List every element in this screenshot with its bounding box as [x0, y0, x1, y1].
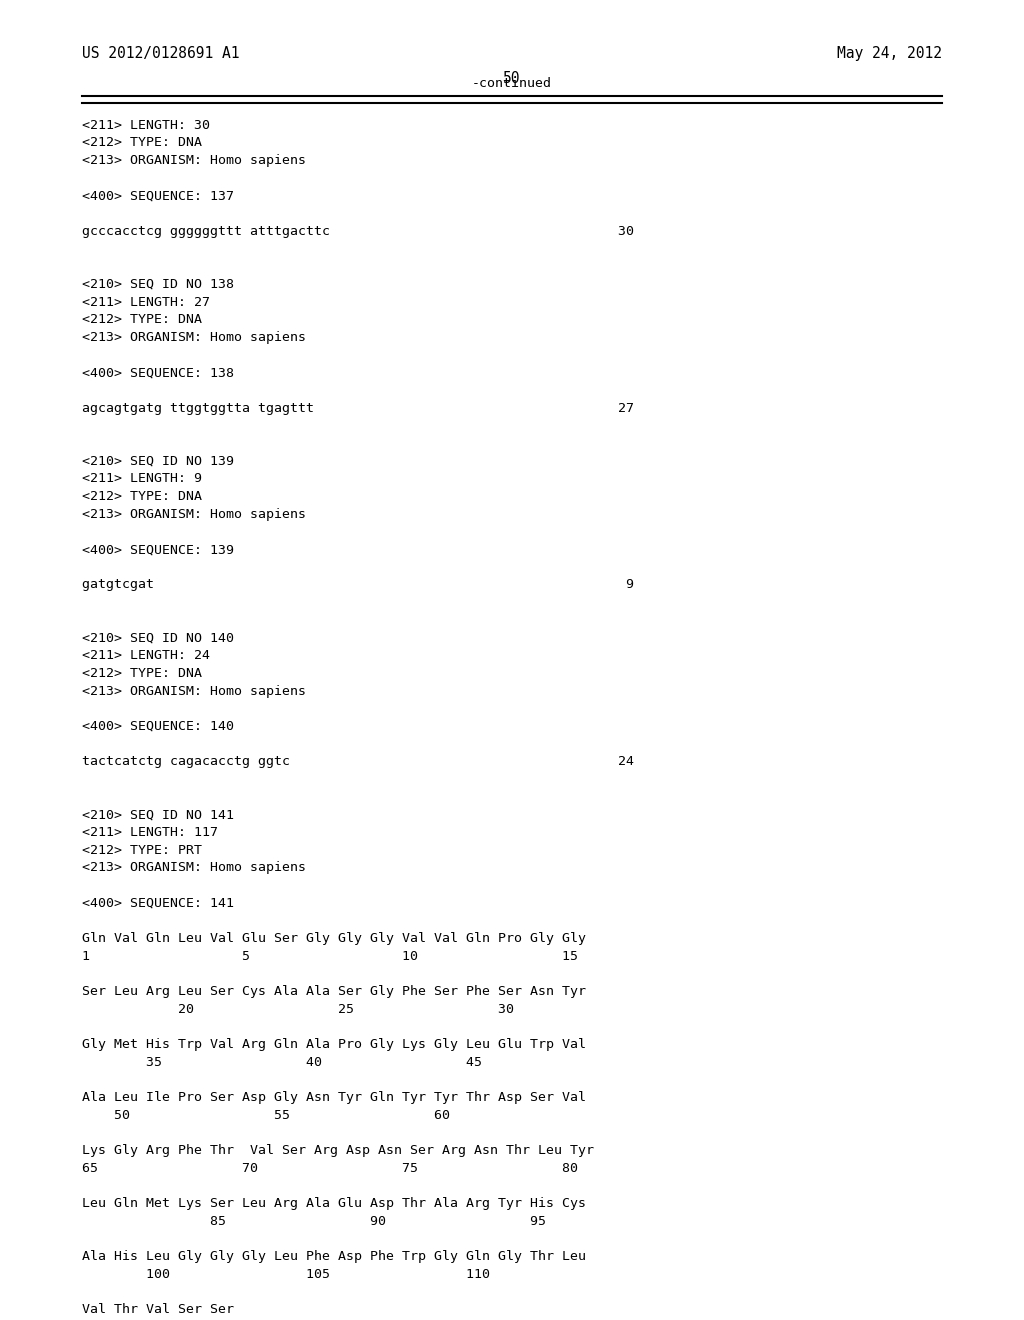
Text: -continued: -continued — [472, 77, 552, 90]
Text: <212> TYPE: DNA: <212> TYPE: DNA — [82, 313, 202, 326]
Text: <212> TYPE: DNA: <212> TYPE: DNA — [82, 667, 202, 680]
Text: <212> TYPE: DNA: <212> TYPE: DNA — [82, 490, 202, 503]
Text: <400> SEQUENCE: 138: <400> SEQUENCE: 138 — [82, 366, 233, 379]
Text: tactcatctg cagacacctg ggtc                                         24: tactcatctg cagacacctg ggtc 24 — [82, 755, 634, 768]
Text: <400> SEQUENCE: 141: <400> SEQUENCE: 141 — [82, 896, 233, 909]
Text: <211> LENGTH: 9: <211> LENGTH: 9 — [82, 473, 202, 486]
Text: <213> ORGANISM: Homo sapiens: <213> ORGANISM: Homo sapiens — [82, 685, 306, 697]
Text: <211> LENGTH: 30: <211> LENGTH: 30 — [82, 119, 210, 132]
Text: 20                  25                  30: 20 25 30 — [82, 1003, 514, 1016]
Text: May 24, 2012: May 24, 2012 — [837, 46, 942, 61]
Text: <213> ORGANISM: Homo sapiens: <213> ORGANISM: Homo sapiens — [82, 862, 306, 874]
Text: <210> SEQ ID NO 141: <210> SEQ ID NO 141 — [82, 808, 233, 821]
Text: <212> TYPE: PRT: <212> TYPE: PRT — [82, 843, 202, 857]
Text: 85                  90                  95: 85 90 95 — [82, 1214, 546, 1228]
Text: Gln Val Gln Leu Val Glu Ser Gly Gly Gly Val Val Gln Pro Gly Gly: Gln Val Gln Leu Val Glu Ser Gly Gly Gly … — [82, 932, 586, 945]
Text: <210> SEQ ID NO 139: <210> SEQ ID NO 139 — [82, 454, 233, 467]
Text: gcccacctcg ggggggttt atttgacttc                                    30: gcccacctcg ggggggttt atttgacttc 30 — [82, 224, 634, 238]
Text: 50                  55                  60: 50 55 60 — [82, 1109, 450, 1122]
Text: 50: 50 — [503, 71, 521, 86]
Text: <213> ORGANISM: Homo sapiens: <213> ORGANISM: Homo sapiens — [82, 154, 306, 168]
Text: <210> SEQ ID NO 138: <210> SEQ ID NO 138 — [82, 279, 233, 290]
Text: Val Thr Val Ser Ser: Val Thr Val Ser Ser — [82, 1303, 233, 1316]
Text: Ser Leu Arg Leu Ser Cys Ala Ala Ser Gly Phe Ser Phe Ser Asn Tyr: Ser Leu Arg Leu Ser Cys Ala Ala Ser Gly … — [82, 985, 586, 998]
Text: <213> ORGANISM: Homo sapiens: <213> ORGANISM: Homo sapiens — [82, 508, 306, 520]
Text: 35                  40                  45: 35 40 45 — [82, 1056, 482, 1069]
Text: <213> ORGANISM: Homo sapiens: <213> ORGANISM: Homo sapiens — [82, 331, 306, 345]
Text: Gly Met His Trp Val Arg Gln Ala Pro Gly Lys Gly Leu Glu Trp Val: Gly Met His Trp Val Arg Gln Ala Pro Gly … — [82, 1038, 586, 1051]
Text: 65                  70                  75                  80: 65 70 75 80 — [82, 1162, 578, 1175]
Text: 1                   5                   10                  15: 1 5 10 15 — [82, 949, 578, 962]
Text: <211> LENGTH: 117: <211> LENGTH: 117 — [82, 826, 218, 840]
Text: US 2012/0128691 A1: US 2012/0128691 A1 — [82, 46, 240, 61]
Text: gatgtcgat                                                           9: gatgtcgat 9 — [82, 578, 634, 591]
Text: agcagtgatg ttggtggtta tgagttt                                      27: agcagtgatg ttggtggtta tgagttt 27 — [82, 401, 634, 414]
Text: <400> SEQUENCE: 137: <400> SEQUENCE: 137 — [82, 190, 233, 202]
Text: Lys Gly Arg Phe Thr  Val Ser Arg Asp Asn Ser Arg Asn Thr Leu Tyr: Lys Gly Arg Phe Thr Val Ser Arg Asp Asn … — [82, 1144, 594, 1158]
Text: <210> SEQ ID NO 140: <210> SEQ ID NO 140 — [82, 631, 233, 644]
Text: <400> SEQUENCE: 140: <400> SEQUENCE: 140 — [82, 719, 233, 733]
Text: 100                 105                 110: 100 105 110 — [82, 1269, 489, 1280]
Text: Ala Leu Ile Pro Ser Asp Gly Asn Tyr Gln Tyr Tyr Thr Asp Ser Val: Ala Leu Ile Pro Ser Asp Gly Asn Tyr Gln … — [82, 1092, 586, 1104]
Text: Ala His Leu Gly Gly Gly Leu Phe Asp Phe Trp Gly Gln Gly Thr Leu: Ala His Leu Gly Gly Gly Leu Phe Asp Phe … — [82, 1250, 586, 1263]
Text: Leu Gln Met Lys Ser Leu Arg Ala Glu Asp Thr Ala Arg Tyr His Cys: Leu Gln Met Lys Ser Leu Arg Ala Glu Asp … — [82, 1197, 586, 1210]
Text: <400> SEQUENCE: 139: <400> SEQUENCE: 139 — [82, 543, 233, 556]
Text: <212> TYPE: DNA: <212> TYPE: DNA — [82, 136, 202, 149]
Text: <211> LENGTH: 27: <211> LENGTH: 27 — [82, 296, 210, 309]
Text: <211> LENGTH: 24: <211> LENGTH: 24 — [82, 649, 210, 663]
